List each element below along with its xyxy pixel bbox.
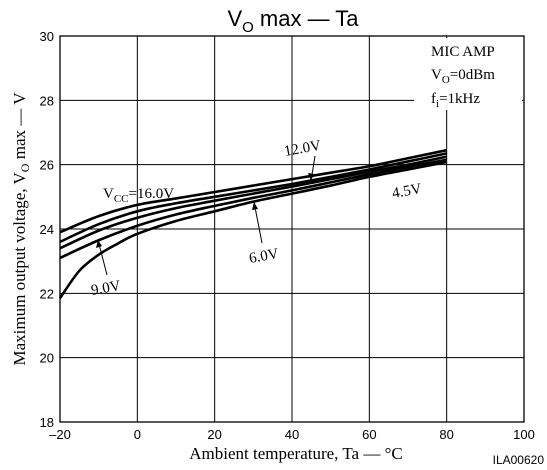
conditions-background bbox=[414, 38, 522, 110]
leader-6v-arrow bbox=[252, 202, 258, 210]
x-tick-label: 100 bbox=[513, 427, 535, 442]
y-tick-label: 18 bbox=[40, 415, 54, 430]
x-tick-label: 20 bbox=[207, 427, 221, 442]
x-tick-label: 60 bbox=[362, 427, 376, 442]
y-tick-label: 22 bbox=[40, 286, 54, 301]
y-tick-label: 20 bbox=[40, 351, 54, 366]
leader-12v-arrow bbox=[308, 173, 314, 181]
figure-code: ILA00620 bbox=[493, 453, 545, 467]
x-tick-label: –20 bbox=[49, 427, 71, 442]
series-lines bbox=[58, 148, 447, 299]
x-tick-labels: –20 0 20 40 60 80 100 bbox=[49, 427, 535, 442]
series-line-12-0v bbox=[59, 152, 447, 244]
x-tick-label: 40 bbox=[285, 427, 299, 442]
y-axis-label: Maximum output voltage, VO max — V bbox=[10, 92, 32, 366]
leader-9v-arrow bbox=[96, 240, 102, 248]
y-tick-labels: 18 20 22 24 26 28 30 bbox=[40, 29, 54, 430]
series-line-9-0v bbox=[59, 155, 447, 250]
series-line-6-0v bbox=[59, 158, 447, 260]
series-label-12v: 12.0V bbox=[283, 138, 322, 160]
series-label-9v: 9.0V bbox=[90, 278, 122, 299]
y-tick-label: 24 bbox=[40, 222, 54, 237]
series-labels: VCC=16.0V 12.0V 9.0V 6.0V 4.5V bbox=[90, 138, 423, 299]
x-axis-label: Ambient temperature, Ta — °C bbox=[189, 444, 403, 463]
chart-title: VO max — Ta bbox=[227, 6, 359, 36]
series-label-16v: VCC=16.0V bbox=[103, 186, 174, 205]
y-tick-label: 28 bbox=[40, 93, 54, 108]
plot-frame bbox=[59, 35, 525, 423]
condition-fi: fi=1kHz bbox=[431, 91, 480, 110]
x-tick-label: 0 bbox=[134, 427, 141, 442]
series-line-4-5v bbox=[58, 160, 447, 299]
series-line-16-0v bbox=[59, 148, 447, 234]
condition-vo: VO=0dBm bbox=[431, 67, 495, 86]
x-tick-label: 80 bbox=[439, 427, 453, 442]
y-tick-label: 26 bbox=[40, 158, 54, 173]
condition-mic-amp: MIC AMP bbox=[431, 44, 495, 60]
series-label-4-5v: 4.5V bbox=[391, 181, 423, 202]
series-label-6v: 6.0V bbox=[248, 246, 280, 267]
y-tick-label: 30 bbox=[40, 29, 54, 44]
